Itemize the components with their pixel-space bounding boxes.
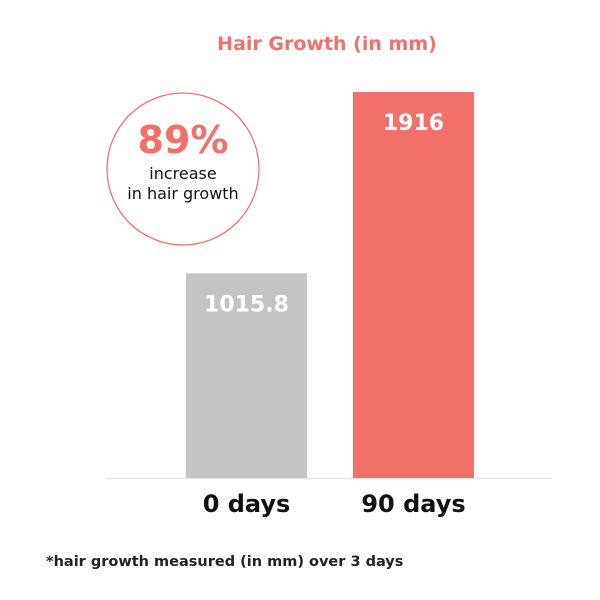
bars-group: 1015.8 0 days 1916 90 days <box>186 92 474 518</box>
footnote: *hair growth measured (in mm) over 3 day… <box>46 554 404 570</box>
bar-90-days <box>353 92 474 478</box>
category-label: 0 days <box>203 490 291 518</box>
callout-line-2: in hair growth <box>127 184 238 203</box>
callout-badge: 89% increase in hair growth <box>106 92 260 246</box>
chart-title: Hair Growth (in mm) <box>217 33 437 55</box>
bar-value-label: 1015.8 <box>204 292 289 317</box>
callout-percent: 89% <box>138 118 229 162</box>
callout-circle <box>106 92 260 246</box>
bar-value-label: 1916 <box>383 111 444 136</box>
category-label: 90 days <box>361 490 465 518</box>
bar-0-days <box>186 273 307 478</box>
callout-line-1: increase <box>149 164 216 183</box>
